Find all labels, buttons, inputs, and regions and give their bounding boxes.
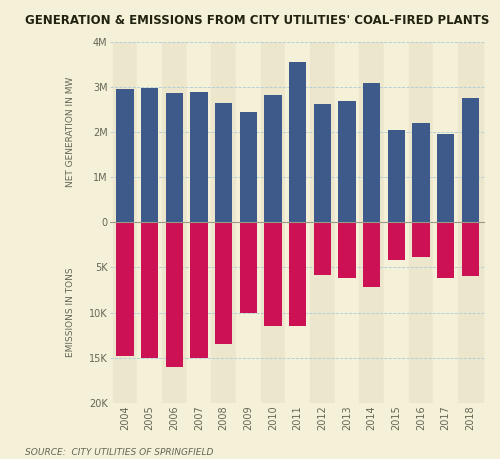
Bar bbox=[338, 222, 355, 278]
Bar bbox=[190, 222, 208, 358]
Bar bbox=[212, 42, 236, 403]
Bar bbox=[462, 98, 479, 222]
Text: NET GENERATION IN MW: NET GENERATION IN MW bbox=[66, 77, 76, 187]
Bar bbox=[166, 222, 183, 367]
Bar bbox=[186, 42, 212, 403]
Bar bbox=[363, 83, 380, 222]
Bar bbox=[412, 123, 430, 222]
Bar bbox=[289, 62, 306, 222]
Bar bbox=[388, 222, 405, 260]
Bar bbox=[260, 42, 285, 403]
Bar bbox=[113, 42, 138, 403]
Bar bbox=[264, 95, 281, 222]
Bar bbox=[437, 134, 454, 222]
Bar bbox=[314, 222, 331, 274]
Bar bbox=[314, 104, 331, 222]
Bar bbox=[141, 88, 158, 222]
Bar bbox=[437, 222, 454, 278]
Bar bbox=[388, 130, 405, 222]
Bar bbox=[166, 93, 183, 222]
Bar bbox=[162, 42, 186, 403]
Bar bbox=[360, 42, 384, 403]
Bar bbox=[462, 222, 479, 276]
Bar bbox=[412, 222, 430, 257]
Text: EMISSIONS IN TONS: EMISSIONS IN TONS bbox=[66, 268, 76, 357]
Text: GENERATION & EMISSIONS FROM CITY UTILITIES' COAL-FIRED PLANTS: GENERATION & EMISSIONS FROM CITY UTILITI… bbox=[25, 14, 489, 27]
Bar bbox=[289, 222, 306, 326]
Bar bbox=[116, 222, 134, 356]
Bar bbox=[384, 42, 408, 403]
Bar bbox=[433, 42, 458, 403]
Text: SOURCE:  CITY UTILITIES OF SPRINGFIELD: SOURCE: CITY UTILITIES OF SPRINGFIELD bbox=[25, 448, 214, 457]
Bar bbox=[116, 90, 134, 222]
Bar bbox=[240, 222, 257, 313]
Bar bbox=[236, 42, 260, 403]
Bar bbox=[240, 112, 257, 222]
Bar bbox=[338, 101, 355, 222]
Bar bbox=[264, 222, 281, 326]
Bar bbox=[458, 42, 482, 403]
Bar bbox=[138, 42, 162, 403]
Bar bbox=[215, 222, 232, 344]
Bar bbox=[408, 42, 433, 403]
Bar bbox=[310, 42, 334, 403]
Bar bbox=[190, 92, 208, 222]
Bar bbox=[363, 222, 380, 287]
Bar bbox=[141, 222, 158, 358]
Bar bbox=[334, 42, 359, 403]
Bar bbox=[286, 42, 310, 403]
Bar bbox=[215, 103, 232, 222]
